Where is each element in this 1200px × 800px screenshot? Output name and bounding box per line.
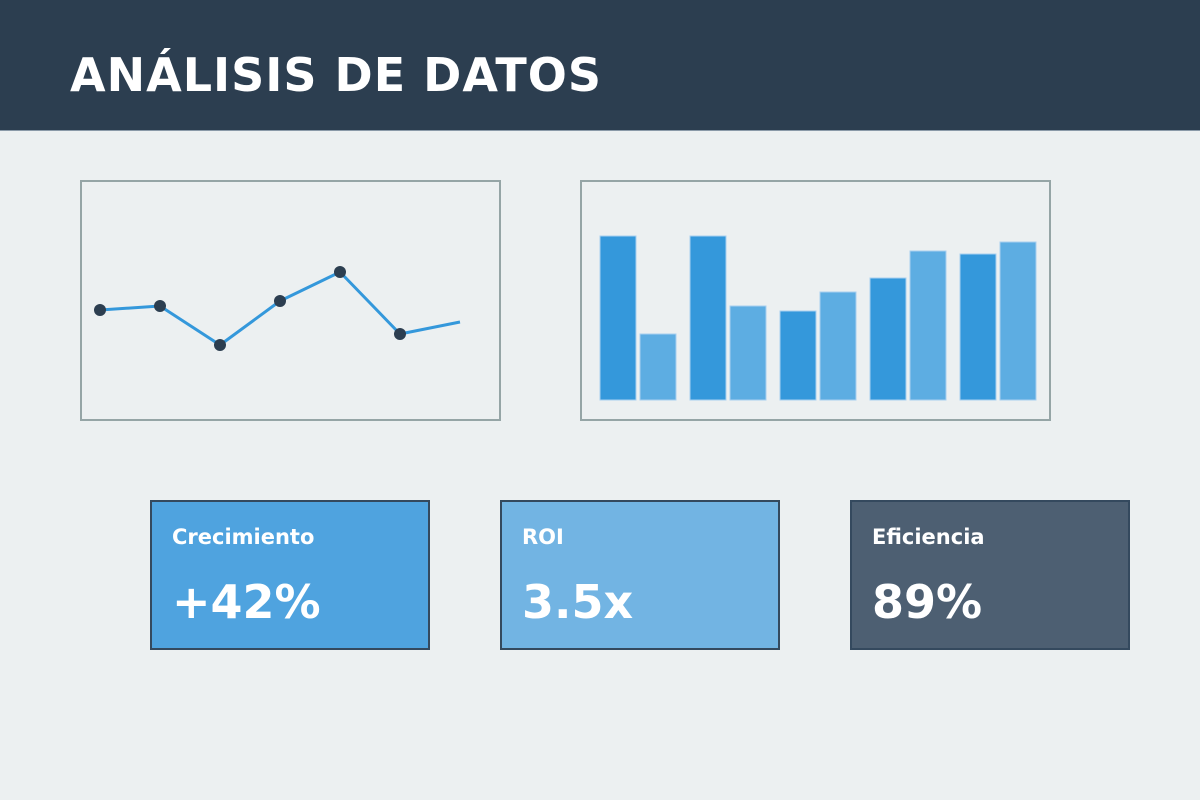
page-header: ANÁLISIS DE DATOS bbox=[0, 0, 1200, 131]
kpi-card-growth: Crecimiento +42% bbox=[150, 500, 430, 650]
kpi-value: 89% bbox=[872, 575, 983, 629]
kpi-value: +42% bbox=[172, 575, 321, 629]
kpi-label: ROI bbox=[522, 525, 564, 549]
kpi-card-efficiency: Eficiencia 89% bbox=[850, 500, 1130, 650]
kpi-label: Crecimiento bbox=[172, 525, 315, 549]
line-chart-panel bbox=[80, 180, 501, 421]
kpi-label: Eficiencia bbox=[872, 525, 985, 549]
kpi-card-roi: ROI 3.5x bbox=[500, 500, 780, 650]
kpi-value: 3.5x bbox=[522, 575, 634, 629]
bar-chart-panel bbox=[580, 180, 1051, 421]
page-title: ANÁLISIS DE DATOS bbox=[70, 48, 602, 102]
